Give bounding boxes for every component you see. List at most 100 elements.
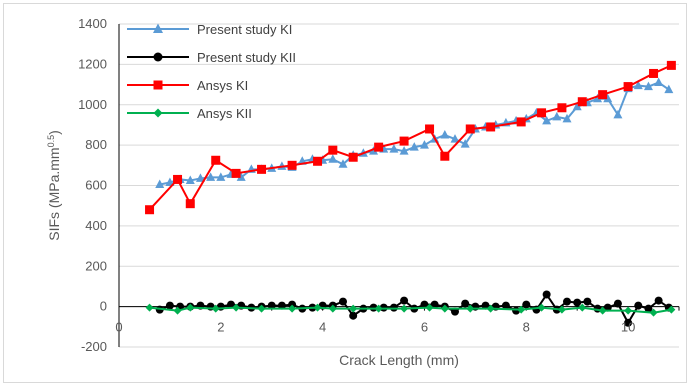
data-point xyxy=(185,199,195,209)
data-point xyxy=(399,136,409,146)
data-point xyxy=(633,80,643,90)
series-present-study-kii xyxy=(155,290,673,327)
data-point xyxy=(516,117,526,127)
data-point xyxy=(257,164,267,174)
series-line xyxy=(149,306,672,314)
legend-entry: Ansys KI xyxy=(127,78,248,93)
data-point xyxy=(425,124,435,134)
tick-labels: -200 0 200 400 600 800 1000 1200 1400 0 2 4 6 8 10 xyxy=(78,16,635,354)
data-point xyxy=(227,300,235,309)
legend-entry: Present study KII xyxy=(127,50,296,65)
data-point xyxy=(613,109,623,119)
y-tick-label: 1400 xyxy=(78,16,107,31)
data-point xyxy=(613,299,622,308)
data-point xyxy=(236,172,246,181)
data-point xyxy=(577,97,587,107)
data-point xyxy=(409,142,419,151)
data-point xyxy=(195,173,205,182)
data-point xyxy=(666,60,676,70)
x-tick-label: 8 xyxy=(523,320,530,335)
data-point xyxy=(374,304,383,313)
data-point xyxy=(542,290,551,299)
data-point xyxy=(206,172,216,181)
data-point xyxy=(430,300,439,309)
legend-entry: Ansys KII xyxy=(127,106,252,121)
legend-marker xyxy=(153,52,163,62)
data-point xyxy=(598,90,608,100)
data-point xyxy=(460,139,470,148)
data-point xyxy=(465,124,475,134)
legend-marker xyxy=(153,80,163,90)
data-point xyxy=(288,300,297,309)
data-point xyxy=(185,175,195,184)
data-point xyxy=(486,122,496,132)
line-chart: -200 0 200 400 600 800 1000 1200 1400 0 2 4 6 8 10 Cra… xyxy=(46,16,680,368)
data-point xyxy=(440,130,450,139)
data-point xyxy=(486,304,495,313)
data-point xyxy=(593,93,603,103)
data-point xyxy=(461,299,470,308)
data-point xyxy=(466,304,475,313)
data-point xyxy=(419,140,429,149)
data-point xyxy=(624,306,633,315)
data-point xyxy=(654,296,663,305)
data-point xyxy=(257,304,266,313)
data-point xyxy=(583,297,592,306)
legend-label: Present study KII xyxy=(197,50,296,65)
data-point xyxy=(277,301,286,310)
legend-marker xyxy=(153,108,163,118)
data-point xyxy=(603,93,613,103)
data-point xyxy=(649,68,659,78)
data-point xyxy=(624,318,633,327)
data-point xyxy=(522,300,531,309)
data-point xyxy=(145,303,154,312)
y-tick-label: 600 xyxy=(85,178,107,193)
series-ansys-kii xyxy=(145,303,676,317)
data-point xyxy=(440,151,450,161)
data-point xyxy=(572,101,582,111)
data-point xyxy=(517,305,526,314)
data-point xyxy=(501,301,510,310)
legend-label: Ansys KII xyxy=(197,106,252,121)
data-point xyxy=(450,134,460,143)
data-point xyxy=(211,155,221,165)
x-tick-label: 10 xyxy=(621,320,635,335)
data-point xyxy=(400,304,409,313)
data-point xyxy=(349,311,358,320)
data-point xyxy=(349,304,358,313)
y-axis-title: SIFs (MPa.mm0.5) xyxy=(46,130,62,241)
y-axis-title-superscript: 0.5 xyxy=(46,135,56,148)
data-point xyxy=(231,168,241,178)
data-point xyxy=(634,301,643,310)
x-tick-label: 0 xyxy=(115,320,122,335)
data-point xyxy=(389,303,398,312)
y-tick-label: -200 xyxy=(81,339,107,354)
data-point xyxy=(573,298,582,307)
data-point xyxy=(667,305,676,314)
data-point xyxy=(374,142,384,152)
data-point xyxy=(338,159,348,168)
series-lines xyxy=(145,60,676,327)
data-point xyxy=(603,303,612,312)
data-point xyxy=(288,304,297,313)
data-point xyxy=(563,297,571,306)
data-point xyxy=(542,115,552,125)
data-point xyxy=(155,179,165,188)
y-tick-label: 1200 xyxy=(78,56,107,71)
data-point xyxy=(557,305,566,314)
data-point xyxy=(400,296,409,305)
data-point xyxy=(173,174,183,184)
legend-label: Present study KI xyxy=(197,22,292,37)
data-point xyxy=(578,303,587,312)
gridlines xyxy=(119,23,679,348)
data-point xyxy=(328,145,338,155)
data-point xyxy=(313,156,323,166)
data-point xyxy=(552,111,562,121)
chart-frame: -200 0 200 400 600 800 1000 1200 1400 0 2 4 6 8 10 Cra… xyxy=(3,3,687,383)
data-point xyxy=(420,300,429,309)
data-point xyxy=(145,205,155,215)
x-tick-label: 2 xyxy=(217,320,224,335)
data-point xyxy=(644,304,653,313)
data-point xyxy=(339,297,347,306)
legend-entry: Present study KI xyxy=(127,22,292,37)
